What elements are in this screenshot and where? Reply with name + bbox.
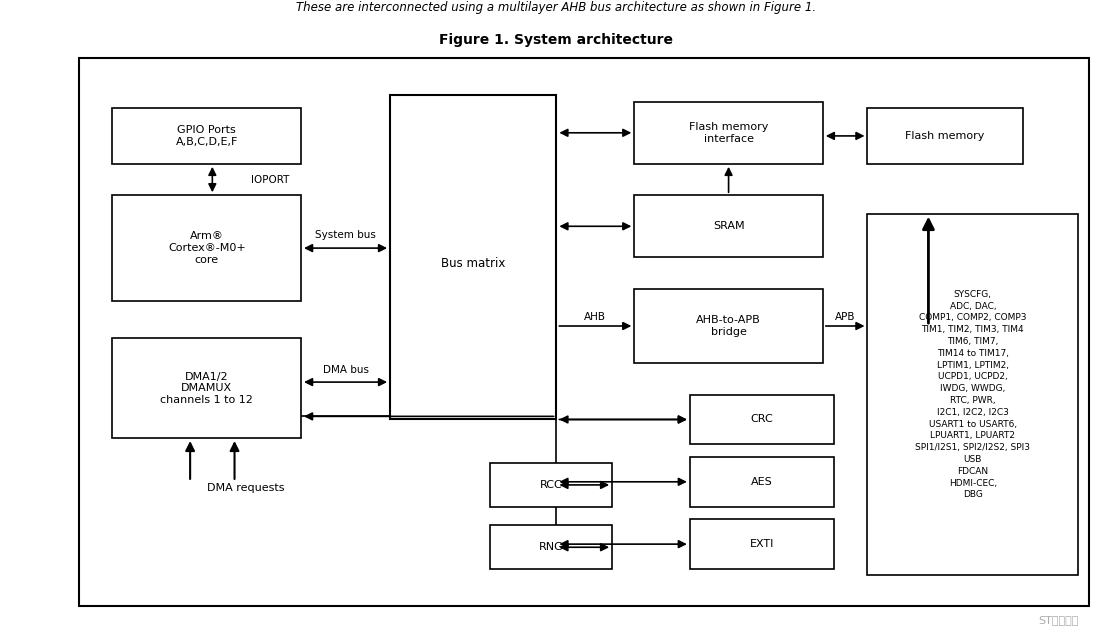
Text: RCC: RCC <box>540 480 562 490</box>
Text: IOPORT: IOPORT <box>252 174 289 185</box>
FancyBboxPatch shape <box>79 58 1090 606</box>
Text: SYSCFG,
ADC, DAC,
COMP1, COMP2, COMP3
TIM1, TIM2, TIM3, TIM4
TIM6, TIM7,
TIM14 t: SYSCFG, ADC, DAC, COMP1, COMP2, COMP3 TI… <box>915 289 1031 499</box>
Text: DMA1/2
DMAMUX
channels 1 to 12: DMA1/2 DMAMUX channels 1 to 12 <box>160 372 254 405</box>
Text: These are interconnected using a multilayer AHB bus architecture as shown in Fig: These are interconnected using a multila… <box>296 1 817 15</box>
Text: EXTI: EXTI <box>750 539 774 549</box>
Text: Flash memory
interface: Flash memory interface <box>689 122 768 144</box>
FancyBboxPatch shape <box>634 195 823 258</box>
Text: CRC: CRC <box>750 415 774 424</box>
Text: AES: AES <box>751 477 772 487</box>
Text: SRAM: SRAM <box>712 221 745 231</box>
FancyBboxPatch shape <box>490 525 612 569</box>
FancyBboxPatch shape <box>490 463 612 507</box>
Text: Arm®
Cortex®-M0+
core: Arm® Cortex®-M0+ core <box>168 231 246 265</box>
FancyBboxPatch shape <box>867 214 1078 575</box>
FancyBboxPatch shape <box>634 289 823 364</box>
FancyBboxPatch shape <box>112 108 302 164</box>
FancyBboxPatch shape <box>690 520 834 569</box>
Text: System bus: System bus <box>315 230 376 240</box>
Text: AHB: AHB <box>584 312 607 322</box>
Text: Bus matrix: Bus matrix <box>441 257 505 270</box>
Text: Figure 1. System architecture: Figure 1. System architecture <box>440 33 673 47</box>
Text: ST中文论坛: ST中文论坛 <box>1038 615 1078 625</box>
FancyBboxPatch shape <box>112 195 302 301</box>
FancyBboxPatch shape <box>867 108 1023 164</box>
Text: Flash memory: Flash memory <box>905 131 985 141</box>
FancyBboxPatch shape <box>690 394 834 444</box>
Text: GPIO Ports
A,B,C,D,E,F: GPIO Ports A,B,C,D,E,F <box>176 125 238 147</box>
Text: AHB-to-APB
bridge: AHB-to-APB bridge <box>697 315 761 337</box>
FancyBboxPatch shape <box>634 102 823 164</box>
Text: RNG: RNG <box>539 543 563 552</box>
FancyBboxPatch shape <box>112 339 302 438</box>
Text: DMA requests: DMA requests <box>207 483 285 493</box>
Text: DMA bus: DMA bus <box>323 365 368 374</box>
FancyBboxPatch shape <box>690 457 834 507</box>
Text: APB: APB <box>835 312 856 322</box>
FancyBboxPatch shape <box>390 95 556 419</box>
